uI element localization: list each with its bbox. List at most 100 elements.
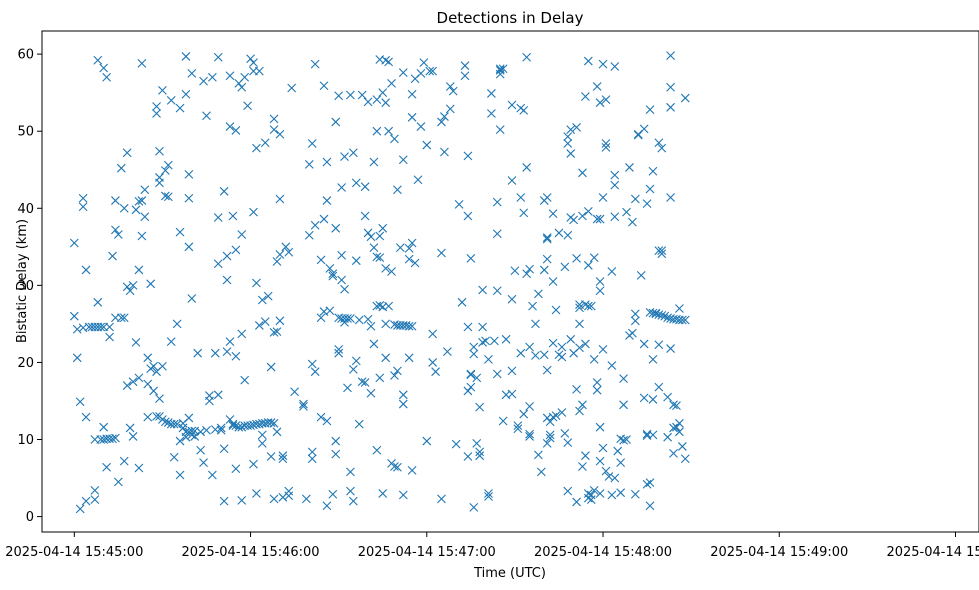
data-point	[675, 418, 684, 428]
data-point	[275, 194, 285, 204]
data-point	[416, 69, 426, 78]
data-point	[498, 416, 508, 426]
data-point	[137, 196, 147, 205]
data-point	[466, 253, 476, 263]
data-point	[607, 490, 617, 500]
data-point	[169, 452, 179, 462]
data-point	[96, 322, 106, 332]
data-point	[595, 456, 605, 466]
data-point	[619, 374, 628, 384]
data-point	[519, 106, 529, 115]
data-point	[378, 489, 388, 498]
data-point	[351, 178, 361, 188]
data-point	[166, 95, 176, 105]
data-point	[563, 486, 573, 496]
data-point	[184, 242, 194, 252]
data-point	[604, 472, 614, 481]
data-point	[569, 215, 579, 225]
data-point	[269, 125, 279, 135]
data-point	[163, 418, 173, 427]
data-point	[346, 90, 355, 100]
data-point	[272, 257, 282, 266]
data-point	[143, 379, 153, 389]
data-point	[463, 386, 473, 396]
y-tick-label: 50	[17, 125, 34, 140]
data-point	[669, 400, 678, 410]
data-point	[645, 501, 655, 511]
data-point	[278, 454, 288, 464]
data-point	[563, 230, 573, 240]
data-point	[181, 52, 191, 61]
data-point	[489, 336, 499, 346]
data-point	[554, 228, 564, 238]
data-point	[440, 147, 449, 157]
data-point	[334, 344, 344, 354]
data-point	[290, 387, 299, 397]
data-point	[642, 479, 652, 489]
data-point	[398, 68, 408, 78]
data-point	[331, 223, 341, 233]
data-point	[575, 319, 584, 329]
data-point	[384, 126, 393, 136]
data-point	[495, 64, 505, 74]
data-point	[581, 339, 590, 349]
data-point	[398, 490, 408, 500]
data-point	[348, 148, 358, 158]
data-point	[657, 249, 667, 259]
data-point	[340, 152, 349, 162]
data-point	[125, 286, 135, 296]
data-point	[369, 339, 379, 349]
data-point	[284, 247, 294, 257]
chart-title: Detections in Delay	[437, 9, 584, 27]
data-point	[586, 495, 596, 505]
data-point	[563, 132, 573, 141]
data-point	[522, 163, 532, 172]
data-point	[257, 438, 267, 448]
data-point	[507, 176, 517, 185]
data-point	[254, 321, 264, 330]
data-point	[307, 454, 317, 464]
data-point	[507, 366, 517, 376]
data-point	[645, 478, 655, 488]
data-point	[351, 356, 361, 366]
plot-frame	[41, 30, 979, 533]
data-point	[237, 82, 247, 92]
data-point	[628, 217, 637, 227]
data-point	[334, 91, 344, 101]
data-point	[257, 430, 267, 440]
data-point	[272, 427, 282, 437]
data-point	[160, 417, 170, 427]
data-point	[645, 184, 655, 194]
data-point	[310, 367, 320, 377]
data-point	[231, 351, 241, 361]
data-point	[263, 291, 273, 301]
data-point	[404, 254, 414, 264]
data-point	[648, 430, 658, 440]
data-point	[351, 256, 361, 266]
data-point	[213, 52, 223, 62]
data-point	[334, 348, 344, 358]
data-point	[72, 353, 82, 363]
data-point	[366, 232, 376, 242]
data-point	[495, 125, 505, 135]
data-point	[451, 439, 461, 449]
data-point	[442, 347, 452, 357]
data-point	[492, 197, 502, 207]
data-point	[510, 266, 520, 276]
data-point	[572, 385, 581, 394]
data-point	[119, 203, 129, 213]
data-point	[613, 446, 623, 456]
data-point	[583, 56, 593, 66]
data-point	[395, 243, 405, 252]
data-point	[680, 315, 690, 325]
data-point	[304, 159, 314, 169]
data-point	[598, 344, 608, 354]
data-point	[675, 427, 684, 437]
x-axis-label: Time (UTC)	[473, 566, 546, 581]
data-point	[69, 311, 79, 321]
y-tick-label: 40	[17, 202, 34, 217]
data-point	[199, 76, 208, 86]
data-point	[648, 166, 658, 176]
data-point	[428, 66, 438, 76]
data-point	[346, 467, 355, 477]
